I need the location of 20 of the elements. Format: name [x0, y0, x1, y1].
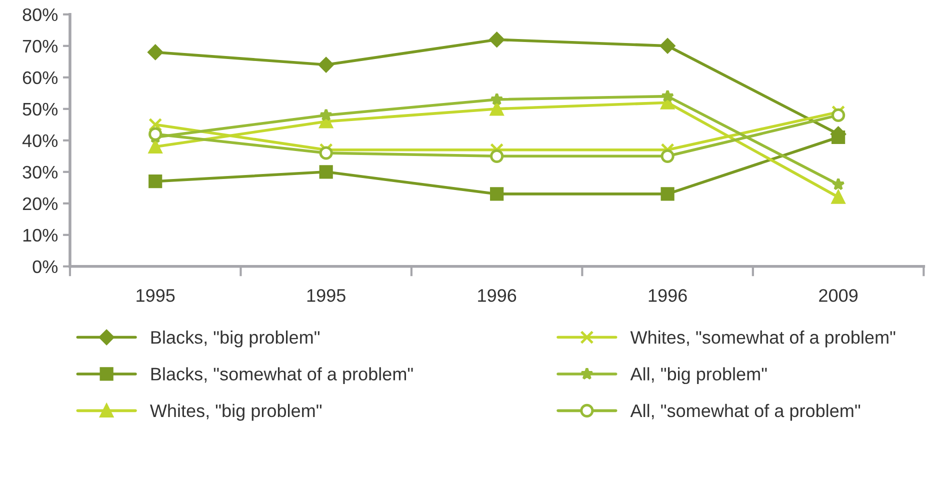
y-tick-label: 50%	[22, 102, 58, 116]
y-tick-label: 80%	[22, 8, 58, 22]
y-tick-label: 60%	[22, 71, 58, 84]
legend-label: Whites, "big problem"	[150, 404, 322, 421]
legend-label: Whites, "somewhat of a problem"	[630, 330, 896, 348]
x-tick-label: 1995	[136, 289, 175, 302]
y-tick-label: 40%	[22, 134, 58, 148]
y-tick-label: 0%	[32, 260, 58, 274]
x-tick-label: 2009	[819, 289, 858, 302]
x-tick-label: 1996	[478, 289, 516, 302]
y-tick-label: 30%	[22, 166, 58, 179]
y-tick-label: 70%	[22, 40, 58, 53]
legend-label: All, "somewhat of a problem"	[630, 404, 860, 421]
x-tick-label: 1995	[307, 289, 346, 302]
legend-label: All, "big problem"	[630, 367, 767, 384]
legend-label: Blacks, "somewhat of a problem"	[151, 367, 413, 384]
legend-label: Blacks, "big problem"	[151, 330, 320, 348]
y-tick-label: 10%	[23, 228, 58, 242]
y-tick-label: 20%	[22, 197, 58, 210]
x-tick-label: 1996	[648, 289, 687, 302]
